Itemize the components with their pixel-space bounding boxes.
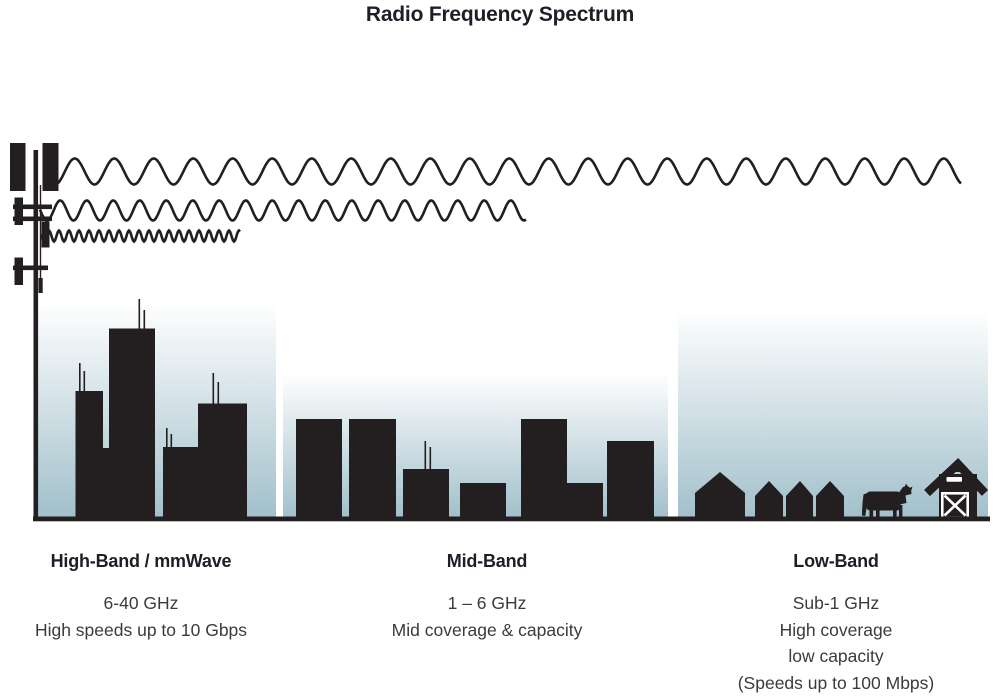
band-label-low-band: Low-Band Sub-1 GHz High coverage low cap… xyxy=(706,551,966,696)
barn-icon xyxy=(924,457,989,521)
mid-band-medium-wave xyxy=(38,199,527,222)
house-icon xyxy=(786,481,813,519)
rooftop-antennas xyxy=(79,299,220,447)
high-band-short-wave xyxy=(39,228,241,244)
band-description-line: High speeds up to 10 Gbps xyxy=(34,619,248,640)
band-description-line: Mid coverage & capacity xyxy=(391,619,583,640)
house-icon xyxy=(755,481,783,519)
house-icon xyxy=(816,481,844,519)
band-title: Mid-Band xyxy=(446,551,528,571)
cell-tower-icon xyxy=(10,143,59,520)
band-frequency: 1 – 6 GHz xyxy=(447,593,527,613)
radio-waves-group xyxy=(38,157,962,244)
rf-spectrum-illustration xyxy=(10,143,990,522)
mid-band-skyline xyxy=(296,419,654,517)
cow-icon xyxy=(862,483,913,521)
band-description-line: low capacity xyxy=(788,646,884,666)
band-frequency: 6-40 GHz xyxy=(103,593,179,613)
band-label-mid-band: Mid-Band 1 – 6 GHz Mid coverage & capaci… xyxy=(367,551,607,643)
high-band-skyline xyxy=(75,299,247,517)
house-icon xyxy=(695,472,745,519)
band-frequency: Sub-1 GHz xyxy=(792,593,880,613)
diagram-title: Radio Frequency Spectrum xyxy=(365,3,635,26)
band-description-line: High coverage xyxy=(779,619,893,640)
band-description-line: (Speeds up to 100 Mbps) xyxy=(737,672,935,693)
band-title: High-Band / mmWave xyxy=(50,551,232,571)
low-band-long-wave xyxy=(51,157,962,186)
band-label-high-band: High-Band / mmWave 6-40 GHz High speeds … xyxy=(21,551,261,643)
ground-line xyxy=(33,516,990,522)
band-title: Low-Band xyxy=(793,551,879,571)
low-band-rural-scene xyxy=(695,457,989,521)
